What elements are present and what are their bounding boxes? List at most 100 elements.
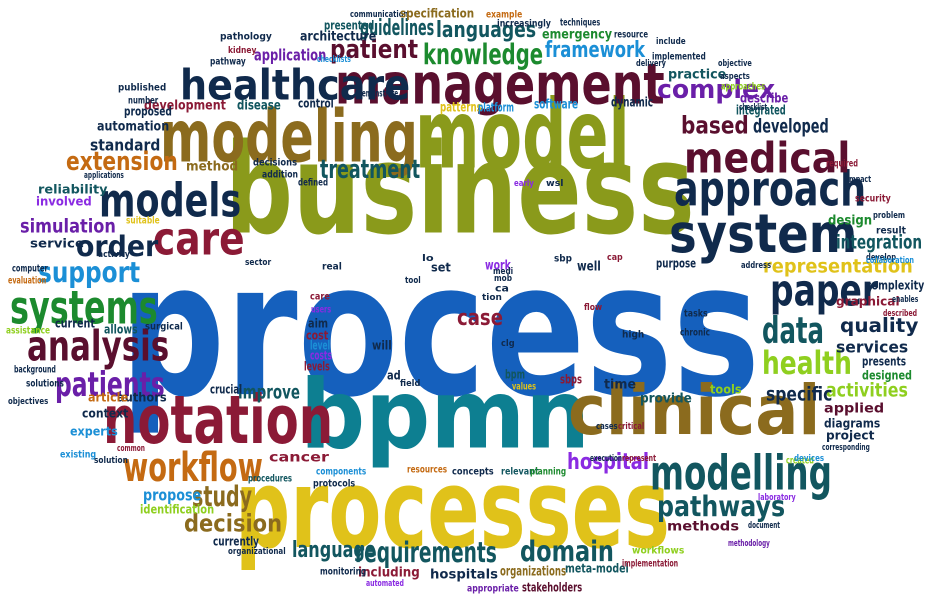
word-monitoring: monitoring xyxy=(320,565,367,577)
word-application: application xyxy=(254,46,327,65)
word-levels: levels xyxy=(304,360,330,374)
word-model: model xyxy=(415,80,630,191)
word-will: will xyxy=(372,339,392,353)
word-designed: designed xyxy=(862,369,912,383)
word-emergency: emergency xyxy=(542,26,613,42)
word-hospitals: hospitals xyxy=(430,566,498,582)
word-process: process xyxy=(120,222,761,439)
word-article: article xyxy=(88,391,128,405)
word-simulation: simulation xyxy=(20,216,116,238)
word-flow: flow xyxy=(584,303,603,313)
word-decisions: decisions xyxy=(253,156,298,168)
word-enables: enables xyxy=(892,295,919,305)
word-checklist: checklist xyxy=(739,103,768,113)
word-workflow: workflow xyxy=(123,444,263,492)
word-set: set xyxy=(431,261,451,275)
word-graphical: graphical xyxy=(836,295,900,309)
word-based: based xyxy=(681,111,749,140)
word-values: values xyxy=(512,380,537,392)
word-processes: processes xyxy=(235,445,670,574)
word-methodology: methodology xyxy=(728,539,770,549)
word-medical: medical xyxy=(684,133,851,183)
word-surgical: surgical xyxy=(145,320,183,332)
word-corresponding: corresponding xyxy=(822,443,870,453)
word-study: study xyxy=(192,479,253,513)
word-address: address xyxy=(741,261,772,271)
word-order: order xyxy=(76,229,159,263)
word-checklists: checklists xyxy=(317,55,351,65)
word-demonstrate: demonstrate xyxy=(358,87,399,99)
word-software: software xyxy=(534,96,579,112)
word-tools: tools xyxy=(710,383,742,397)
word-defined: defined xyxy=(298,176,329,188)
word-representation: representation xyxy=(763,256,913,278)
word-management: management xyxy=(335,51,665,118)
word-objective: objective xyxy=(718,59,752,69)
word-appropriate: appropriate xyxy=(467,582,519,594)
word-platform: platform xyxy=(478,101,514,115)
word-architecture: architecture xyxy=(300,28,377,44)
word-methods: methods xyxy=(667,518,740,534)
word-integration: integration xyxy=(836,232,923,254)
word-developed: developed xyxy=(753,116,829,138)
word-tion: tion xyxy=(482,293,502,303)
word-treatment: treatment xyxy=(320,155,421,185)
word-problem: problem xyxy=(873,211,906,221)
word-complex: complex xyxy=(657,75,776,105)
word-automated: automated xyxy=(366,579,404,589)
word-example: example xyxy=(486,8,523,20)
word-wsl: wsl xyxy=(546,179,564,189)
word-security: security xyxy=(855,192,891,204)
word-language: language xyxy=(292,537,376,563)
word-cost: cost xyxy=(306,329,329,343)
word-modeling: modeling xyxy=(160,95,418,180)
word-background: background xyxy=(14,363,56,375)
word-improve: improve xyxy=(238,382,300,404)
word-level: level xyxy=(310,339,331,353)
word-addition: addition xyxy=(262,168,299,180)
word-reliability: reliability xyxy=(38,183,108,197)
word-impact: impact xyxy=(847,175,872,185)
word-support: support xyxy=(38,255,141,289)
word-execution: execution xyxy=(590,454,623,464)
word-crucial: crucial xyxy=(210,383,243,397)
word-integrated: integrated xyxy=(736,102,786,118)
word-data: data xyxy=(762,310,825,353)
word-models: models xyxy=(99,173,242,228)
word-aim: aim xyxy=(308,317,329,331)
word-delivery: delivery xyxy=(636,59,666,69)
word-ca: ca xyxy=(495,282,509,294)
word-include: include xyxy=(656,37,686,47)
word-care-2: care xyxy=(310,290,330,302)
word-automation: automation xyxy=(97,118,170,134)
word-paper: paper xyxy=(770,265,879,317)
word-current: current xyxy=(55,317,95,331)
word-costs: costs xyxy=(310,349,332,363)
word-implementation: implementation xyxy=(622,557,679,569)
word-practice: practice xyxy=(668,66,727,82)
word-complexity: complexity xyxy=(866,279,925,293)
word-authors: authors xyxy=(117,391,167,405)
word-high: high xyxy=(622,328,645,340)
word-evaluation: evaluation xyxy=(8,274,47,286)
word-hospital: hospital xyxy=(567,449,650,475)
word-aspects: aspects xyxy=(720,72,750,82)
word-disease: disease xyxy=(237,97,281,113)
word-components: components xyxy=(316,465,367,477)
word-resources: resources xyxy=(407,463,448,475)
word-context: context xyxy=(82,407,129,421)
word-standard: standard xyxy=(90,136,161,155)
word-modelling: modelling xyxy=(650,445,832,502)
word-organizational: organizational xyxy=(228,547,286,557)
word-procedures: procedures xyxy=(248,472,293,484)
word-tasks: tasks xyxy=(684,307,708,319)
word-method: method xyxy=(186,158,239,174)
word-users: users xyxy=(311,303,332,315)
word-solutions: solutions xyxy=(26,377,64,389)
word-meta-model: meta-model xyxy=(565,562,629,576)
word-work: work xyxy=(485,257,511,273)
word-well: well xyxy=(577,258,601,274)
word-devices: devices xyxy=(794,454,825,464)
word-planning: planning xyxy=(530,465,567,477)
word-existing: existing xyxy=(60,448,97,460)
